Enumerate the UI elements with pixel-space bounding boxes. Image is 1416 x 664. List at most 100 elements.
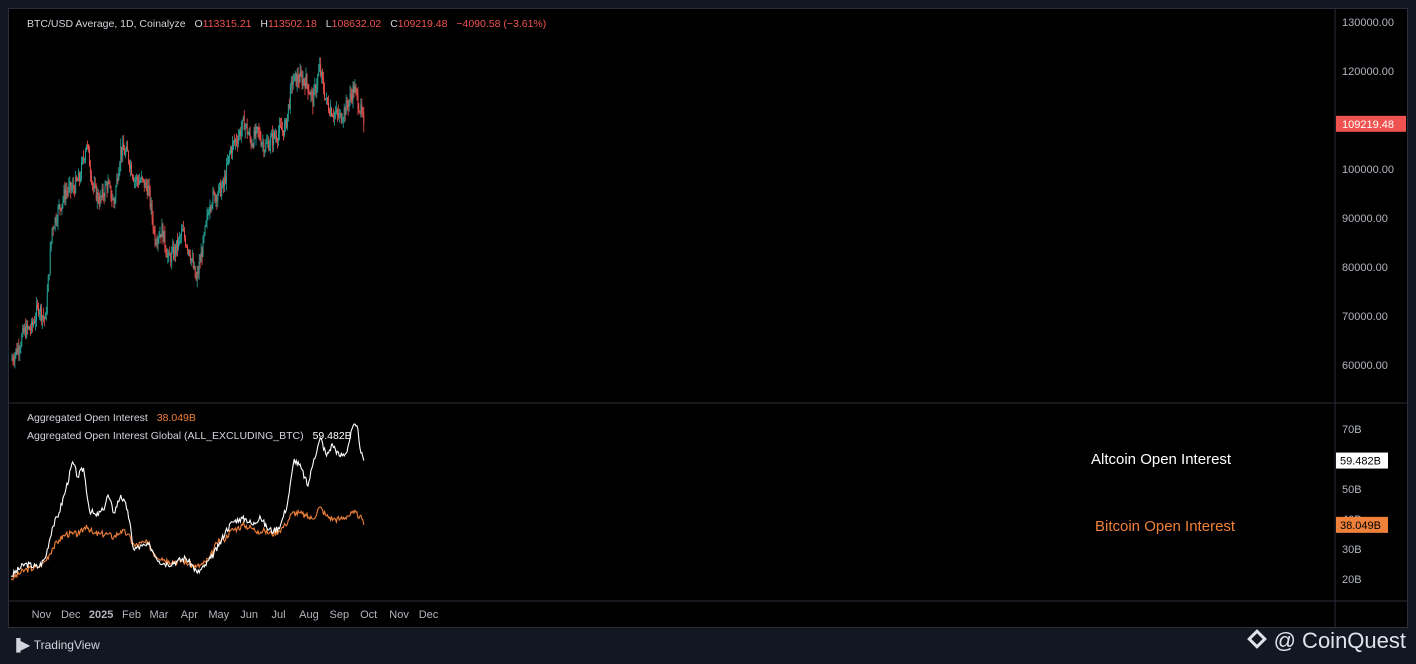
candle-body [323,79,325,91]
candle-body [204,225,206,235]
price-legend-title: BTC/USD Average, 1D, Coinalyze [27,18,186,30]
candle-body [114,198,116,204]
candle-body [358,108,360,112]
candle-body [128,151,130,162]
candle-body [294,72,296,75]
candle-body [225,176,227,182]
open-interest-pane[interactable] [10,423,365,581]
candle-body [290,81,292,87]
candle-body [310,91,312,96]
candle-body [271,133,273,137]
btc-oi-legend: Aggregated Open Interest 38.049B [27,412,202,424]
candle-body [222,180,224,188]
candle-body [297,74,299,82]
price-scale-label: 80000.00 [1342,262,1388,274]
candle-body [67,191,69,193]
close-value: 109219.48 [397,18,448,30]
change-value: −4090.58 (−3.61%) [456,18,547,30]
candle-body [137,180,139,185]
candle-body [202,237,204,257]
candle-body [203,234,205,238]
candle-body [205,221,207,226]
candle-body [123,143,125,151]
candle-body [196,271,198,280]
candle-body [66,191,68,193]
candle-body [94,184,96,186]
candle-body [252,144,254,147]
candle-body [284,120,286,124]
candle-body [26,323,28,337]
time-axis-label: Jul [272,609,286,621]
candle-body [250,138,252,147]
chart-area[interactable]: 130000.00120000.00110000.00100000.009000… [8,8,1408,628]
oi-scale-label: 20B [1342,574,1362,586]
candle-body [71,188,73,191]
candle-body [33,322,34,326]
candle-body [304,82,306,89]
candle-body [108,182,110,184]
candle-body [320,64,322,76]
oi-scale-label: 30B [1342,544,1362,556]
candle-body [195,277,197,280]
candle-body [184,238,186,246]
candle-body [129,161,131,169]
candle-body [193,266,195,269]
candle-body [93,184,95,189]
last-price-tag [1336,115,1406,132]
candle-body [56,221,58,223]
candle-body [303,78,305,83]
candle-body [212,191,214,205]
candle-body [324,90,326,99]
candle-body [243,117,245,131]
high-value: 113502.18 [268,18,317,30]
open-label: O [194,18,203,30]
coinquest-watermark: @ CoinQuest [1246,628,1406,654]
candle-body [167,254,169,258]
candle-body [126,146,128,151]
candle-body [247,133,249,135]
candle-body [46,291,48,314]
alt-oi-legend: Aggregated Open Interest Global (ALL_EXC… [27,430,358,442]
candle-body [168,252,170,255]
time-axis-label: Jun [240,609,258,621]
candle-body [291,81,293,85]
candle-body [31,321,33,330]
candle-body [331,116,333,118]
candle-body [70,181,72,191]
candle-body [245,124,247,126]
time-axis-label: Aug [299,609,319,621]
candle-body [73,184,75,189]
tradingview-brand: TradingView [33,638,100,652]
candle-body [79,172,81,181]
candle-body [119,163,121,173]
candle-body [105,184,107,186]
tradingview-logo[interactable]: ▐▶ TradingView [12,638,100,652]
candle-body [178,238,180,248]
candle-body [80,177,82,181]
candle-body [235,139,237,143]
candle-body [273,132,275,145]
chart-svg[interactable]: 130000.00120000.00110000.00100000.009000… [9,9,1407,627]
candle-body [240,129,242,136]
price-scale[interactable]: 130000.00120000.00110000.00100000.009000… [1336,17,1406,372]
candle-body [231,148,232,154]
candle-body [183,229,184,231]
candle-body [190,258,192,261]
candle-body [337,113,339,117]
candle-body [157,238,159,244]
candle-body [140,176,142,181]
candle-body [173,246,175,258]
time-axis[interactable]: Nov Dec 2025 Feb Mar Apr May Jun Jul Aug Sep Oct Nov… [32,609,439,621]
candle-body [43,317,45,320]
candle-body [330,108,331,115]
candle-body [300,72,302,76]
candle-body [78,172,80,182]
candle-body [194,266,196,278]
price-pane[interactable] [11,57,365,369]
candle-body [257,127,259,130]
candle-body [136,176,138,181]
candle-body [335,109,337,113]
candle-body [283,123,285,136]
candle-body [239,131,241,136]
